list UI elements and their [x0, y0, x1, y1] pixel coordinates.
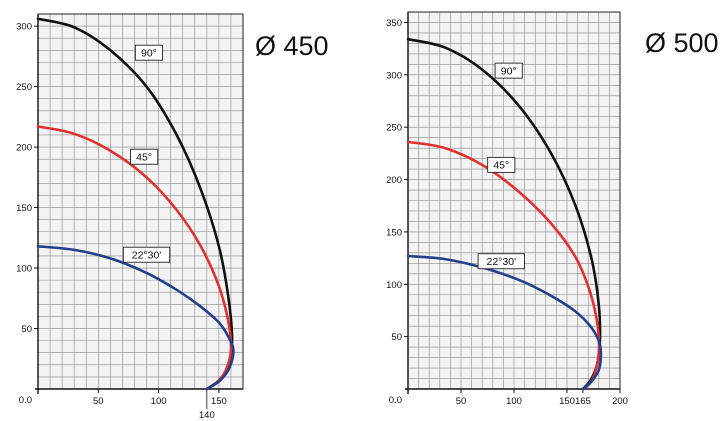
- curve-label: 22°30': [477, 253, 525, 270]
- curve-label-box: [477, 253, 525, 270]
- y-tick-label: 300: [386, 70, 402, 81]
- x-tick-label: 50: [456, 396, 467, 407]
- curve-label-text: 45°: [136, 152, 152, 164]
- y-tick-label: 250: [16, 82, 32, 93]
- y-tick-label: 150: [16, 203, 32, 214]
- x-tick-label: 50: [93, 396, 104, 407]
- curve-label: 22°30': [122, 246, 171, 263]
- curve-label-box: [134, 44, 163, 61]
- curve-label-text: 90°: [141, 48, 157, 60]
- diameter-title: Ø 450: [255, 31, 329, 61]
- y-tick-label: 250: [386, 123, 402, 134]
- curve-label: 45°: [487, 156, 516, 173]
- curve-label: 45°: [130, 148, 159, 165]
- y-tick-label: 100: [16, 264, 32, 275]
- x-tick-label: 165: [575, 396, 591, 407]
- curve-label-text: 22°30': [486, 256, 516, 268]
- x-tick-label: 100: [151, 396, 167, 407]
- y-tick-label: 100: [386, 280, 402, 291]
- curve-label-text: 22°30': [132, 250, 162, 262]
- series-curve: [406, 140, 601, 391]
- x-tick-label: 150: [559, 396, 575, 407]
- x-tick-label-extra: 140: [199, 410, 215, 421]
- curve-label-box: [494, 62, 523, 79]
- curve-label: 90°: [134, 44, 163, 61]
- x-tick-label: 150: [211, 396, 227, 407]
- x-tick-label: 100: [506, 396, 522, 407]
- x-tick-label: 200: [612, 396, 628, 407]
- y-tick-label: 200: [16, 143, 32, 154]
- curve-label-text: 45°: [493, 160, 509, 172]
- diameter-title: Ø 500: [645, 28, 719, 58]
- curve-label-text: 90°: [501, 65, 517, 77]
- y-tick-label: 50: [21, 324, 32, 335]
- y-tick-label: 150: [386, 227, 402, 238]
- curve-label-box: [487, 156, 516, 173]
- y-tick-label: 200: [386, 175, 402, 186]
- origin-label: 0.0: [19, 395, 32, 406]
- series-curve: [36, 125, 233, 391]
- series-curve: [36, 245, 235, 391]
- plot-background: [38, 14, 243, 389]
- chart-1: 50 100 150 200 250 300 50 100 150 140 0.0 90° 45° 22°…: [16, 13, 329, 421]
- y-tick-label: 300: [16, 22, 32, 33]
- curve-label-box: [130, 148, 159, 165]
- curve-label: 90°: [494, 62, 523, 79]
- curve-label-box: [122, 246, 171, 263]
- y-tick-label: 350: [386, 18, 402, 29]
- origin-label: 0.0: [389, 395, 402, 406]
- y-tick-label: 50: [391, 332, 402, 343]
